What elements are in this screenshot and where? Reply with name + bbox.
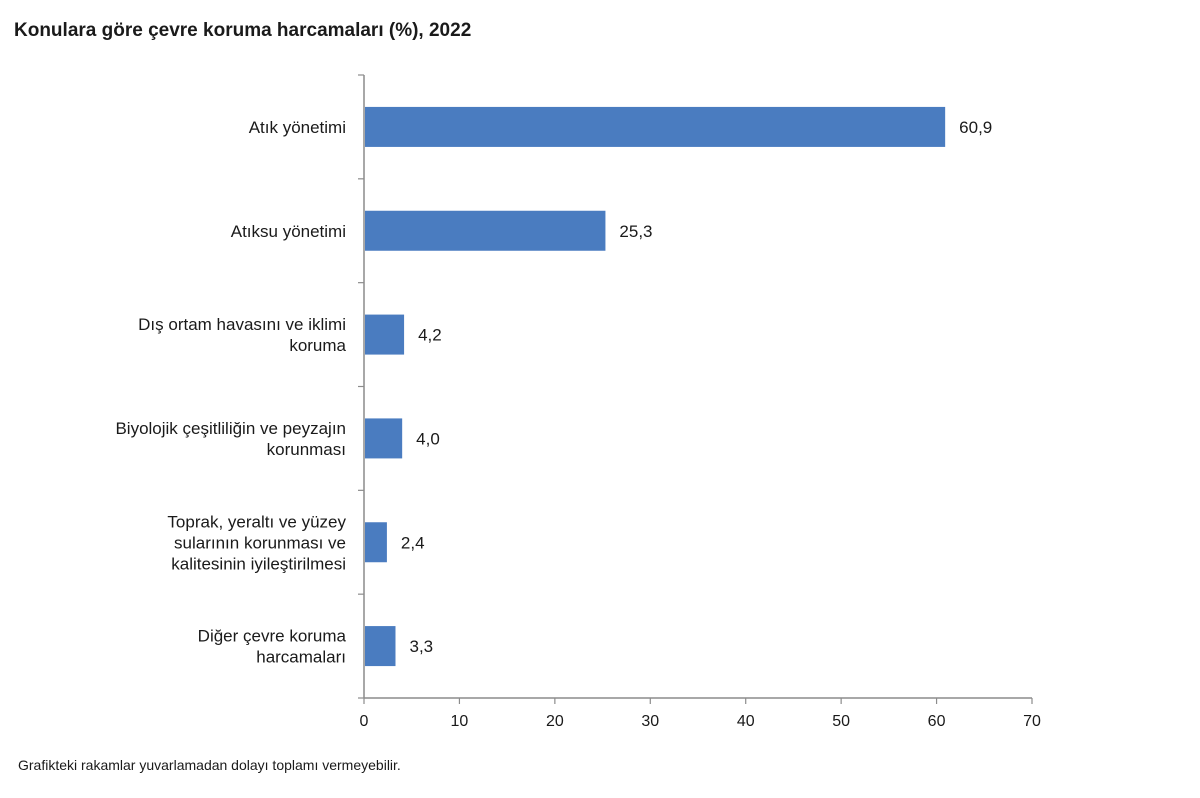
- category-label: Dış ortam havasını ve iklimi: [138, 315, 346, 334]
- bar: [365, 106, 946, 147]
- category-label: sularının korunması ve: [174, 533, 346, 552]
- x-tick-label: 10: [451, 713, 469, 730]
- x-tick-label: 30: [641, 713, 659, 730]
- chart-title: Konulara göre çevre koruma harcamaları (…: [14, 20, 472, 41]
- bar: [365, 626, 396, 667]
- category-label: Diğer çevre koruma: [198, 627, 347, 646]
- x-tick-label: 60: [928, 713, 946, 730]
- bar: [365, 210, 606, 251]
- category-label: Biyolojik çeşitliliğin ve peyzajın: [115, 419, 346, 438]
- bars: [365, 106, 946, 667]
- x-tick-label: 20: [546, 713, 564, 730]
- x-tick-label: 40: [737, 713, 755, 730]
- value-label: 25,3: [619, 222, 652, 241]
- category-label: koruma: [289, 336, 346, 355]
- bar: [365, 418, 403, 459]
- x-tick-label: 0: [360, 713, 369, 730]
- bar: [365, 314, 405, 355]
- value-label: 60,9: [959, 118, 992, 137]
- bar: [365, 522, 387, 563]
- axes: 0 10 20 30 40 50 60 70: [358, 74, 1041, 730]
- category-label: Atık yönetimi: [249, 118, 346, 137]
- category-label: Atıksu yönetimi: [231, 222, 346, 241]
- category-label: harcamaları: [256, 648, 346, 667]
- value-label: 4,0: [416, 429, 440, 448]
- x-tick-label: 70: [1023, 713, 1041, 730]
- x-tick-label: 50: [832, 713, 850, 730]
- labels: 60,9 Atık yönetimi 25,3 Atıksu yönetimi 4,2 D…: [115, 118, 992, 667]
- category-label: Toprak, yeraltı ve yüzey: [167, 512, 346, 531]
- value-label: 3,3: [409, 637, 433, 656]
- category-label: kalitesinin iyileştirilmesi: [171, 554, 346, 573]
- chart-footnote: Grafikteki rakamlar yuvarlamadan dolayı …: [18, 757, 401, 773]
- value-label: 2,4: [401, 533, 425, 552]
- category-label: korunması: [267, 440, 346, 459]
- value-label: 4,2: [418, 326, 442, 345]
